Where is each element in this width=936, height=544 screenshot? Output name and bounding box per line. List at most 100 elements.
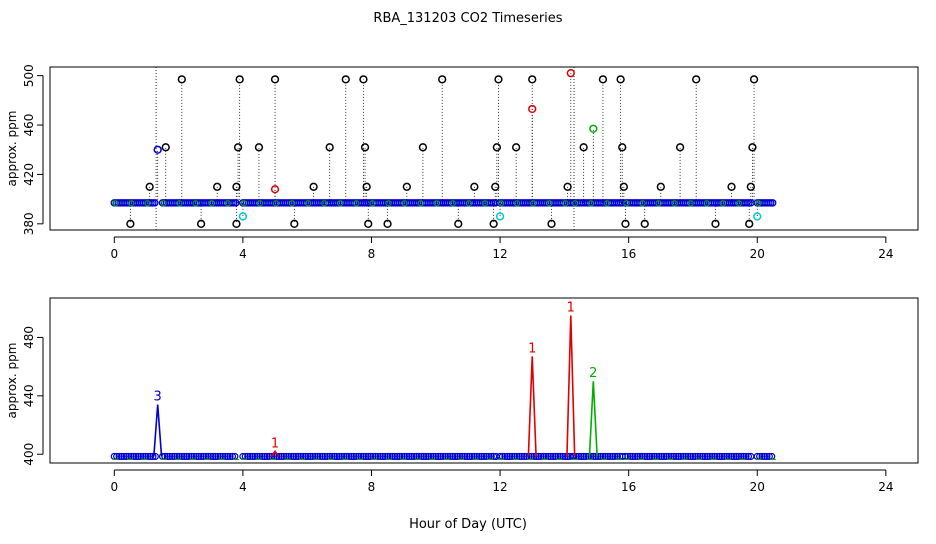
- baseline-point: [461, 452, 469, 461]
- black-point: [235, 75, 244, 84]
- baseline-point: [604, 452, 612, 461]
- baseline-point-green: [192, 200, 199, 207]
- baseline-point: [294, 452, 302, 461]
- baseline-point: [129, 452, 138, 461]
- baseline-point: [465, 452, 474, 461]
- baseline-point: [391, 452, 399, 461]
- black-point: [360, 143, 370, 152]
- x-tick-label: 20: [750, 247, 765, 261]
- baseline-point: [655, 452, 663, 461]
- baseline-point-green: [337, 200, 344, 207]
- baseline-point: [422, 452, 430, 461]
- baseline-point: [287, 452, 295, 461]
- baseline-point: [265, 452, 274, 461]
- black-point: [491, 182, 500, 191]
- baseline-point-green: [144, 200, 151, 207]
- baseline-point-green: [176, 200, 183, 207]
- black-point: [528, 75, 537, 84]
- baseline-point: [280, 452, 288, 461]
- baseline-point: [367, 452, 375, 461]
- baseline-point-green: [128, 200, 135, 207]
- baseline-point: [163, 452, 171, 461]
- baseline-point: [699, 452, 707, 461]
- baseline-point: [760, 452, 769, 461]
- peak-label: 3: [154, 390, 162, 405]
- black-point: [232, 219, 241, 228]
- baseline-point-green: [449, 200, 456, 207]
- baseline-point: [684, 452, 692, 461]
- baseline-point-green: [256, 200, 264, 207]
- baseline-point: [432, 452, 440, 461]
- baseline-point: [146, 452, 155, 461]
- cyan-point: [495, 212, 505, 221]
- black-point: [418, 143, 428, 152]
- baseline-point: [672, 452, 680, 461]
- baseline-point: [765, 452, 773, 461]
- baseline-point: [768, 199, 777, 207]
- baseline-point-green: [530, 200, 537, 207]
- baseline-point: [730, 452, 738, 461]
- baseline-point: [134, 452, 143, 461]
- baseline-point: [660, 452, 668, 461]
- black-point: [746, 182, 755, 191]
- baseline-point-green: [623, 200, 630, 207]
- baseline-point: [580, 452, 588, 461]
- peak-line: [153, 404, 163, 457]
- baseline-point: [122, 452, 130, 461]
- baseline-point: [376, 452, 384, 461]
- baseline-point: [405, 452, 413, 461]
- y-tick-label: 400: [22, 443, 36, 466]
- baseline-point: [727, 452, 736, 461]
- black-point: [621, 219, 630, 228]
- black-point: [196, 219, 206, 228]
- baseline-point: [410, 452, 418, 461]
- baseline-point: [577, 452, 585, 461]
- baseline-point: [251, 452, 259, 461]
- black-point: [470, 182, 479, 191]
- baseline-point: [151, 452, 159, 461]
- baseline-point: [451, 452, 459, 461]
- baseline-point: [633, 452, 642, 461]
- baseline-point-green: [604, 200, 611, 207]
- black-point: [511, 143, 521, 152]
- baseline-point: [720, 452, 728, 461]
- baseline-point: [446, 452, 454, 461]
- baseline-point: [292, 452, 300, 461]
- baseline-point: [503, 452, 511, 461]
- baseline-point: [263, 452, 271, 461]
- black-point: [619, 182, 628, 191]
- baseline-point: [345, 452, 353, 461]
- baseline-point: [732, 452, 740, 461]
- baseline-point-green: [288, 200, 296, 207]
- baseline-point: [742, 452, 750, 461]
- baseline-point: [549, 452, 557, 461]
- baseline-point: [144, 452, 152, 461]
- bottom-plot-area: 3 1 1 1 2: [110, 301, 777, 461]
- black-point: [656, 182, 665, 191]
- peak-label: 1: [271, 436, 279, 451]
- baseline-point: [631, 452, 639, 461]
- baseline-point: [214, 452, 222, 461]
- baseline-point: [508, 452, 516, 461]
- baseline-point-green: [433, 200, 440, 207]
- baseline-point: [232, 199, 240, 207]
- black-point: [161, 143, 170, 152]
- baseline-point: [151, 199, 159, 207]
- baseline-point: [706, 452, 714, 461]
- chart-title: RBA_131203 CO2 Timeseries: [373, 11, 562, 26]
- black-point: [309, 182, 318, 191]
- top-plot-area: [110, 67, 777, 230]
- y-axis-label: approx. ppm: [5, 343, 19, 419]
- baseline-point-green: [546, 200, 553, 207]
- baseline-point: [359, 452, 368, 461]
- baseline-point: [195, 452, 203, 461]
- black-point: [618, 143, 627, 152]
- black-point: [454, 219, 463, 228]
- baseline-point-green: [719, 200, 726, 207]
- baseline-point-green: [353, 200, 360, 207]
- black-point: [362, 182, 371, 191]
- peak-line: [566, 315, 576, 457]
